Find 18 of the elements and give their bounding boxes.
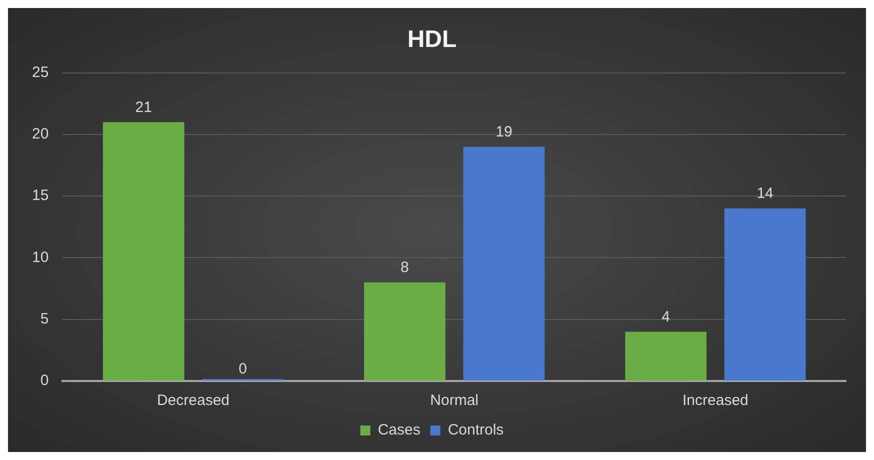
data-label: 8	[400, 259, 409, 276]
legend-label: Controls	[448, 422, 504, 439]
legend-label: Cases	[378, 422, 420, 439]
x-tick-label: Decreased	[156, 392, 230, 410]
y-tick-label: 0	[40, 372, 49, 390]
x-tick-label: Normal	[430, 392, 479, 410]
data-label: 4	[662, 308, 670, 326]
y-tick-label: 10	[32, 248, 49, 266]
data-label: 0	[238, 360, 248, 378]
y-tick-label: 20	[32, 126, 49, 143]
data-label: 21	[135, 98, 152, 116]
chart-title: HDL	[407, 26, 457, 54]
y-tick-label: 25	[32, 64, 49, 81]
data-label: 14	[756, 185, 774, 202]
x-tick-label: Increased	[682, 392, 748, 410]
data-label: 19	[496, 123, 512, 140]
y-tick-label: 15	[32, 187, 49, 204]
y-tick-label: 5	[40, 310, 49, 328]
